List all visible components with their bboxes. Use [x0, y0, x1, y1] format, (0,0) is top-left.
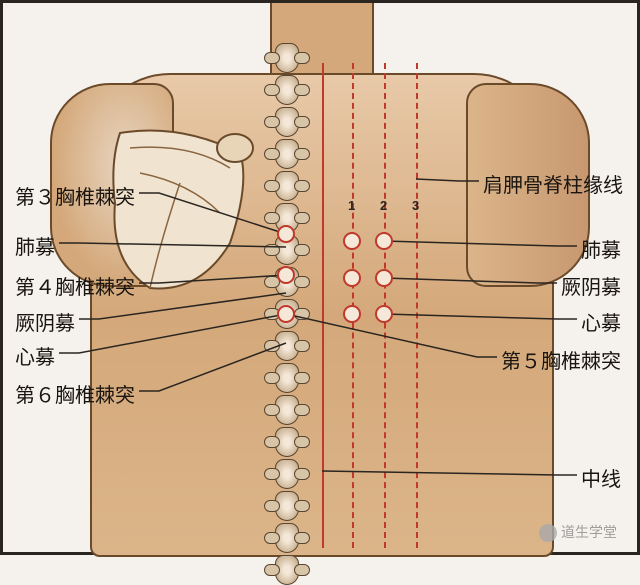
- vertebra: [275, 363, 299, 393]
- vertebra: [275, 75, 299, 105]
- label-l3: 第３胸椎棘突: [15, 181, 135, 210]
- label-r5: 第５胸椎棘突: [501, 345, 621, 374]
- vertebra: [275, 395, 299, 425]
- label-rfei: 肺募: [581, 234, 621, 263]
- acupoint-lat_r1c2: [375, 232, 393, 250]
- label-l6: 第６胸椎棘突: [15, 379, 135, 408]
- vertebra: [275, 523, 299, 553]
- wechat-icon: [539, 524, 557, 542]
- acupoint-p3_spine: [277, 225, 295, 243]
- label-lfei: 肺募: [15, 231, 55, 260]
- vertebra: [275, 459, 299, 489]
- acupoint-p5_spine: [277, 305, 295, 323]
- diagram-frame: 123 第３胸椎棘突肺募第４胸椎棘突厥阴募心募第６胸椎棘突肩胛骨脊柱缘线肺募厥阴…: [0, 0, 640, 555]
- label-l4: 第４胸椎棘突: [15, 271, 135, 300]
- spine-column: [275, 43, 297, 553]
- vertebra: [275, 427, 299, 457]
- vertebra: [275, 43, 299, 73]
- watermark: 道生学堂: [539, 522, 617, 542]
- vertebra: [275, 331, 299, 361]
- acupoint-lat_r3c2: [375, 305, 393, 323]
- line-number: 1: [348, 198, 355, 213]
- ref-line-lat3: [416, 63, 418, 548]
- acupoint-lat_r2c1: [343, 269, 361, 287]
- vertebra: [275, 555, 299, 585]
- acupoint-p4_spine: [277, 266, 295, 284]
- vertebra: [275, 171, 299, 201]
- acupoint-lat_r2c2: [375, 269, 393, 287]
- line-number: 2: [380, 198, 387, 213]
- vertebra: [275, 107, 299, 137]
- label-rscap: 肩胛骨脊柱缘线: [483, 169, 623, 198]
- watermark-text: 道生学堂: [561, 524, 617, 540]
- ref-line-midline: [322, 63, 324, 548]
- label-lxin: 心募: [15, 341, 55, 370]
- vertebra: [275, 139, 299, 169]
- vertebra: [275, 491, 299, 521]
- label-rmid: 中线: [581, 463, 621, 492]
- acupoint-lat_r3c1: [343, 305, 361, 323]
- label-rxin: 心募: [581, 307, 621, 336]
- acupoint-lat_r1c1: [343, 232, 361, 250]
- label-rjue: 厥阴募: [561, 271, 621, 300]
- line-number: 3: [412, 198, 419, 213]
- label-ljue: 厥阴募: [15, 307, 75, 336]
